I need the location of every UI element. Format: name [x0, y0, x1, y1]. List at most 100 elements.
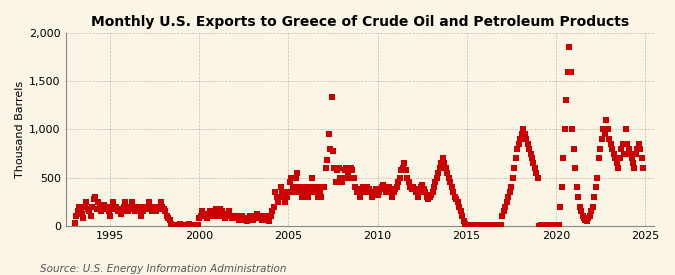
Point [74, 204, 84, 209]
Point [123, 209, 134, 214]
Point [367, 195, 377, 199]
Point [513, 142, 524, 146]
Point [524, 147, 535, 151]
Point [270, 190, 281, 194]
Point [591, 185, 601, 189]
Point [161, 214, 172, 218]
Point [562, 69, 573, 74]
Point [234, 218, 245, 222]
Point [326, 94, 337, 99]
Point [404, 180, 414, 185]
Point [510, 156, 521, 161]
Point [75, 206, 86, 211]
Point [169, 224, 180, 228]
Point [556, 185, 567, 189]
Point [348, 175, 359, 180]
Point [626, 156, 637, 161]
Point [132, 206, 142, 211]
Point [221, 214, 232, 218]
Point [82, 206, 93, 211]
Point [305, 185, 316, 189]
Point [157, 204, 167, 209]
Point [176, 224, 187, 228]
Point [614, 156, 625, 161]
Point [420, 190, 431, 194]
Point [250, 214, 261, 218]
Point [337, 180, 348, 185]
Point [605, 142, 616, 146]
Point [331, 180, 342, 185]
Point [80, 204, 90, 209]
Point [567, 127, 578, 132]
Point [446, 185, 457, 189]
Point [541, 223, 552, 227]
Point [400, 168, 411, 172]
Point [228, 214, 239, 218]
Point [319, 185, 329, 189]
Point [106, 204, 117, 209]
Point [323, 132, 334, 136]
Point [364, 190, 375, 194]
Point [530, 166, 541, 170]
Point [421, 195, 432, 199]
Point [325, 147, 335, 151]
Point [452, 200, 463, 204]
Point [163, 216, 173, 220]
Point [495, 223, 506, 227]
Point [433, 170, 444, 175]
Point [338, 175, 349, 180]
Point [240, 218, 251, 222]
Point [485, 223, 496, 227]
Point [583, 216, 594, 220]
Point [148, 206, 159, 211]
Point [69, 221, 80, 225]
Point [387, 195, 398, 199]
Point [589, 195, 600, 199]
Point [568, 147, 579, 151]
Point [482, 224, 493, 228]
Title: Monthly U.S. Exports to Greece of Crude Oil and Petroleum Products: Monthly U.S. Exports to Greece of Crude … [90, 15, 629, 29]
Point [233, 216, 244, 220]
Point [458, 219, 469, 223]
Point [402, 175, 412, 180]
Point [279, 195, 290, 199]
Point [619, 151, 630, 156]
Point [593, 156, 604, 161]
Point [451, 197, 462, 201]
Point [612, 161, 622, 165]
Point [225, 214, 236, 218]
Point [599, 132, 610, 136]
Point [207, 214, 218, 218]
Point [249, 216, 260, 220]
Point [99, 202, 109, 207]
Point [597, 137, 608, 141]
Point [217, 214, 228, 218]
Point [601, 118, 612, 122]
Point [423, 197, 433, 201]
Point [461, 223, 472, 228]
Point [244, 214, 255, 218]
Point [315, 190, 325, 194]
Point [151, 209, 161, 214]
Point [78, 216, 89, 220]
Point [346, 166, 356, 170]
Point [167, 223, 178, 227]
Point [503, 195, 514, 199]
Point [154, 204, 165, 209]
Point [534, 224, 545, 228]
Point [571, 185, 582, 189]
Point [359, 187, 370, 191]
Point [498, 209, 509, 214]
Point [638, 166, 649, 170]
Point [128, 204, 139, 209]
Point [550, 224, 561, 228]
Point [197, 209, 208, 214]
Point [394, 175, 405, 180]
Point [489, 223, 500, 228]
Point [227, 216, 238, 220]
Point [473, 224, 484, 228]
Point [216, 209, 227, 214]
Point [327, 148, 338, 153]
Point [302, 195, 313, 199]
Point [396, 168, 407, 172]
